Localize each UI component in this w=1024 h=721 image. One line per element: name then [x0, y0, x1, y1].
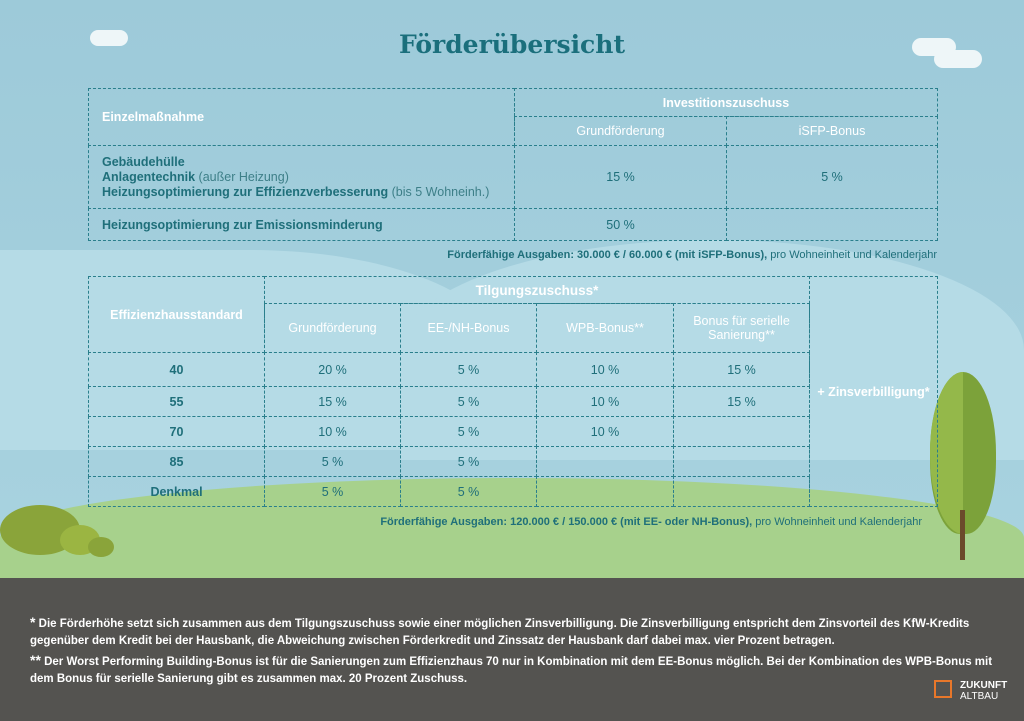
value-cell: 15 % [264, 386, 401, 417]
row-label: 85 [88, 446, 265, 477]
cloud-icon [934, 50, 982, 68]
value-cell: 5 % [726, 145, 938, 209]
value-cell: 5 % [400, 446, 537, 477]
value-cell: 5 % [400, 352, 537, 387]
value-cell [536, 476, 674, 507]
value-cell: 10 % [536, 386, 674, 417]
value-cell: 10 % [536, 352, 674, 387]
value-cell [673, 416, 810, 447]
subheader-cell: WPB-Bonus** [536, 303, 674, 353]
footer [0, 578, 1024, 721]
header-grundfoerderung: Grundförderung [514, 116, 727, 146]
footnote-1: * Die Förderhöhe setzt sich zusammen aus… [30, 614, 970, 647]
zinsverbilligung-label: + Zinsverbilligung* [809, 276, 938, 507]
page-title: Förderübersicht [398, 30, 626, 59]
header-effizienzhausstandard: Effizienzhausstandard [88, 276, 265, 353]
value-cell: 15 % [673, 352, 810, 387]
value-cell: 20 % [264, 352, 401, 387]
header-einzelmassnahme: Einzelmaßnahme [88, 88, 515, 146]
row-label: 70 [88, 416, 265, 447]
logo-house-icon [934, 680, 952, 698]
subheader-cell: Grundförderung [264, 303, 401, 353]
row-label-line: Heizungsoptimierung zur Effizienzverbess… [102, 184, 490, 199]
value-cell: 10 % [536, 416, 674, 447]
subheader-cell: EE-/NH-Bonus [400, 303, 537, 353]
value-cell [726, 208, 938, 241]
bush-icon [88, 537, 114, 557]
value-cell: 15 % [673, 386, 810, 417]
value-cell: 5 % [264, 476, 401, 507]
value-cell [536, 446, 674, 477]
zukunft-altbau-logo: ZUKUNFT ALTBAU [934, 680, 1007, 702]
value-cell: 5 % [400, 476, 537, 507]
value-cell: 50 % [514, 208, 727, 241]
cloud-icon [90, 30, 128, 46]
row-label: 40 [88, 352, 265, 387]
value-cell [673, 476, 810, 507]
value-cell: 10 % [264, 416, 401, 447]
header-tilgungszuschuss: Tilgungszuschuss* [264, 276, 810, 304]
row-label: Denkmal [88, 476, 265, 507]
table1-note: Förderfähige Ausgaben: 30.000 € / 60.000… [447, 249, 937, 261]
row-label-line: Gebäudehülle [102, 154, 185, 169]
value-cell: 5 % [264, 446, 401, 477]
value-cell: 5 % [400, 416, 537, 447]
value-cell: 5 % [400, 386, 537, 417]
subheader-cell: Bonus für serielle Sanierung** [673, 303, 810, 353]
tree-trunk [960, 510, 965, 560]
header-investitionszuschuss: Investitionszuschuss [514, 88, 938, 117]
value-cell [673, 446, 810, 477]
row-label: Heizungsoptimierung zur Emissionsminderu… [88, 208, 515, 241]
header-isfp-bonus: iSFP-Bonus [726, 116, 938, 146]
footnote-2: ** Der Worst Performing Building-Bonus i… [30, 652, 993, 685]
row-label: 55 [88, 386, 265, 417]
row-label: Gebäudehülle Anlagentechnik (außer Heizu… [88, 145, 515, 209]
row-label-line: Anlagentechnik (außer Heizung) [102, 169, 289, 184]
value-cell: 15 % [514, 145, 727, 209]
table2-note: Förderfähige Ausgaben: 120.000 € / 150.0… [380, 516, 922, 528]
